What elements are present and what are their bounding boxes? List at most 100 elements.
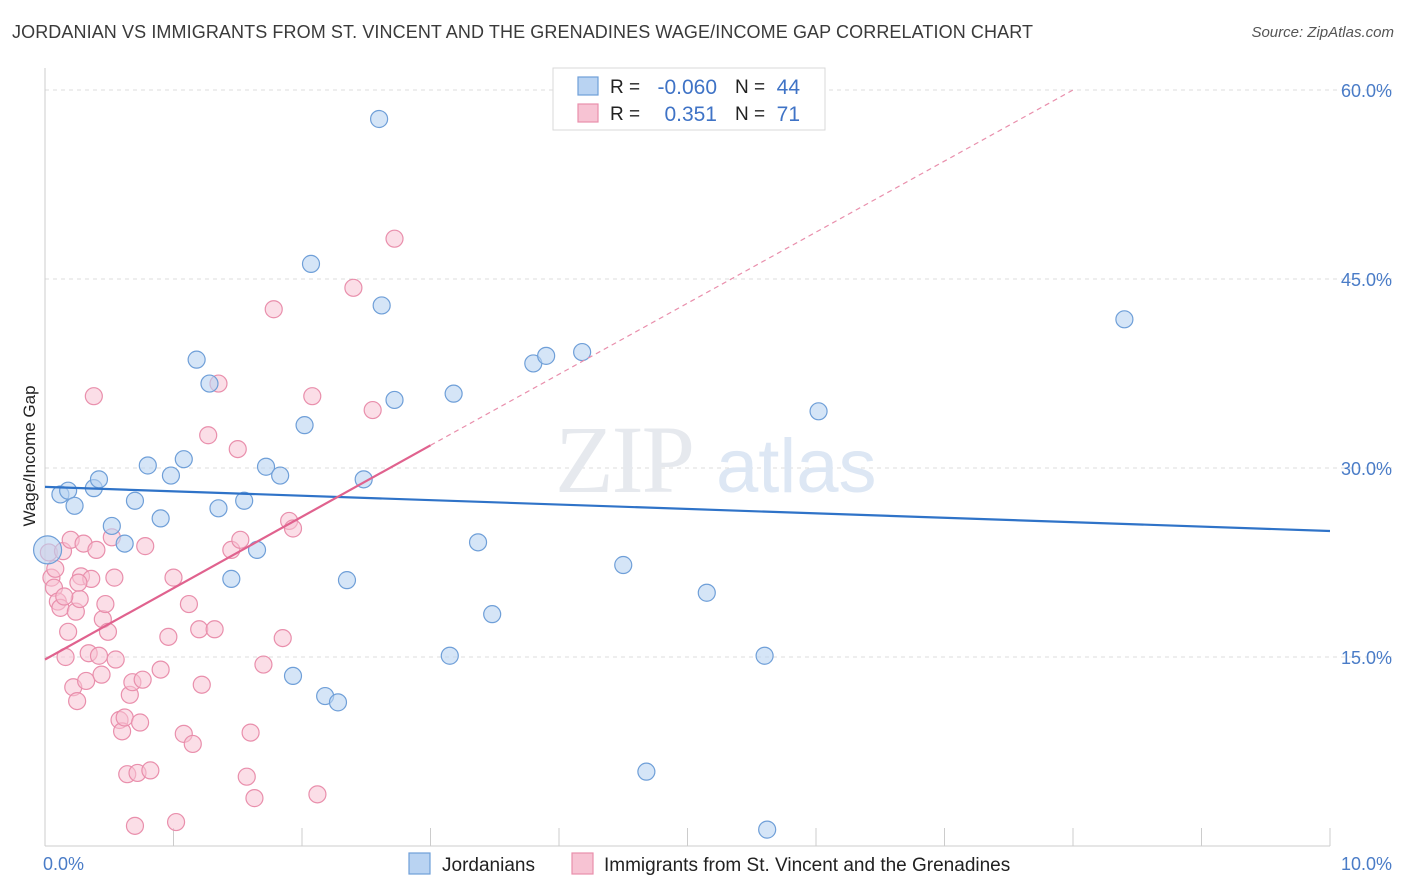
immigrants-point-56 <box>245 789 264 808</box>
immigrants-point-26 <box>105 568 124 587</box>
jordanians-point-40 <box>697 583 716 602</box>
jordanians-point-2 <box>59 481 78 500</box>
y-tick-label-3: 60.0% <box>1341 81 1392 101</box>
immigrants-point-52 <box>228 440 247 459</box>
x-tick-label-0: 0.0% <box>43 854 84 874</box>
immigrants-trend-extension <box>430 89 1074 446</box>
legend-bottom-swatch-immigrants <box>571 852 594 875</box>
jordanians-point-43 <box>809 402 828 421</box>
chart-title: JORDANIAN VS IMMIGRANTS FROM ST. VINCENT… <box>12 22 1034 42</box>
immigrants-point-42 <box>166 812 186 832</box>
immigrants-point-62 <box>303 387 322 406</box>
immigrants-point-55 <box>241 723 260 742</box>
jordanians-point-37 <box>573 342 592 362</box>
legend-r-value-2: 0.351 <box>664 103 717 126</box>
correlation-legend: R = -0.060 N = 44 R = 0.351 N = 71 <box>552 67 826 131</box>
immigrants-point-48 <box>199 426 218 445</box>
immigrants-point-54 <box>237 767 256 786</box>
jordanians-point-38 <box>614 555 633 575</box>
series-legend: Jordanians Immigrants from St. Vincent a… <box>408 852 1010 876</box>
legend-r-value-1: -0.060 <box>657 76 717 99</box>
immigrants-point-59 <box>273 628 292 648</box>
immigrants-point-37 <box>133 670 152 689</box>
trend-lines <box>44 89 1331 661</box>
jordanians-point-7 <box>115 534 134 553</box>
jordanians-point-12 <box>174 450 193 469</box>
immigrants-point-58 <box>264 300 283 319</box>
legend-r-label-1: R = <box>610 77 640 98</box>
jordanians-point-20 <box>271 466 290 485</box>
immigrants-point-13 <box>70 589 89 609</box>
jordanians-point-13 <box>187 350 206 369</box>
immigrants-point-16 <box>77 671 96 691</box>
immigrants-trend-line <box>44 444 432 661</box>
immigrants-point-49 <box>205 620 224 639</box>
jordanians-point-28 <box>370 109 389 129</box>
jordanians-point-15 <box>209 499 228 518</box>
jordanians-point-9 <box>138 456 157 475</box>
x-tick-label-1: 10.0% <box>1341 854 1392 874</box>
y-tick-label-0: 15.0% <box>1341 648 1392 668</box>
watermark-atlas: atlas <box>716 424 877 509</box>
immigrants-point-65 <box>363 400 382 420</box>
immigrants-point-69 <box>92 665 111 684</box>
jordanians-point-10 <box>151 509 170 528</box>
jordanians-point-0 <box>32 535 63 565</box>
jordanians-point-34 <box>483 605 502 624</box>
immigrants-point-24 <box>98 622 118 641</box>
immigrants-point-47 <box>192 675 211 694</box>
watermark: ZIP atlas <box>555 406 877 513</box>
watermark-zip: ZIP <box>555 406 693 513</box>
jordanians-point-17 <box>235 491 254 510</box>
immigrants-point-64 <box>344 278 363 297</box>
jordanians-trend-line <box>44 485 1331 533</box>
y-axis-title: Wage/Income Gap <box>20 385 39 526</box>
series-immigrants-st-vincent <box>39 229 404 835</box>
immigrants-point-41 <box>164 568 183 587</box>
series-jordanians <box>32 109 1134 839</box>
jordanians-point-22 <box>295 416 314 435</box>
jordanians-point-23 <box>301 254 321 273</box>
legend-r-label-2: R = <box>610 104 640 125</box>
immigrants-point-21 <box>89 646 109 665</box>
legend-swatch-jordanians <box>577 76 599 96</box>
immigrants-point-68 <box>69 573 88 592</box>
y-tick-label-1: 30.0% <box>1341 459 1392 479</box>
immigrants-point-39 <box>141 761 160 780</box>
y-tick-label-2: 45.0% <box>1341 270 1392 290</box>
jordanians-point-19 <box>256 457 276 476</box>
legend-bottom-label-jordanians: Jordanians <box>442 855 535 876</box>
tick-labels: 15.0% 30.0% 45.0% 60.0% 0.0% 10.0% <box>43 81 1392 874</box>
immigrants-point-19 <box>84 387 103 406</box>
legend-swatch-immigrants <box>577 103 599 123</box>
jordanians-point-16 <box>222 569 241 588</box>
immigrants-point-27 <box>106 650 125 669</box>
jordanians-point-41 <box>755 646 774 665</box>
legend-bottom-swatch-jordanians <box>408 852 431 875</box>
immigrants-point-66 <box>385 229 404 248</box>
immigrants-point-38 <box>136 537 155 556</box>
jordanians-point-44 <box>1115 310 1134 329</box>
jordanians-point-31 <box>440 646 459 665</box>
immigrants-point-70 <box>159 627 178 646</box>
axes <box>44 68 1331 847</box>
legend-n-value-1: 44 <box>777 76 801 99</box>
immigrants-point-46 <box>190 620 209 639</box>
jordanians-point-29 <box>372 296 391 315</box>
jordanians-point-3 <box>65 496 84 515</box>
jordanians-point-14 <box>200 374 219 393</box>
jordanians-point-36 <box>537 346 556 365</box>
immigrants-point-20 <box>87 540 106 560</box>
jordanians-point-25 <box>328 693 348 712</box>
jordanians-point-30 <box>385 390 404 410</box>
jordanians-point-21 <box>283 666 303 686</box>
legend-n-value-2: 71 <box>777 103 800 126</box>
legend-bottom-label-immigrants: Immigrants from St. Vincent and the Gren… <box>604 855 1010 876</box>
immigrants-point-57 <box>254 655 273 674</box>
jordanians-point-33 <box>468 533 488 552</box>
immigrants-point-12 <box>68 691 87 711</box>
jordanians-point-39 <box>637 762 656 781</box>
legend-n-label-1: N = <box>735 77 765 98</box>
immigrants-point-36 <box>130 713 150 732</box>
jordanians-point-11 <box>161 466 181 485</box>
